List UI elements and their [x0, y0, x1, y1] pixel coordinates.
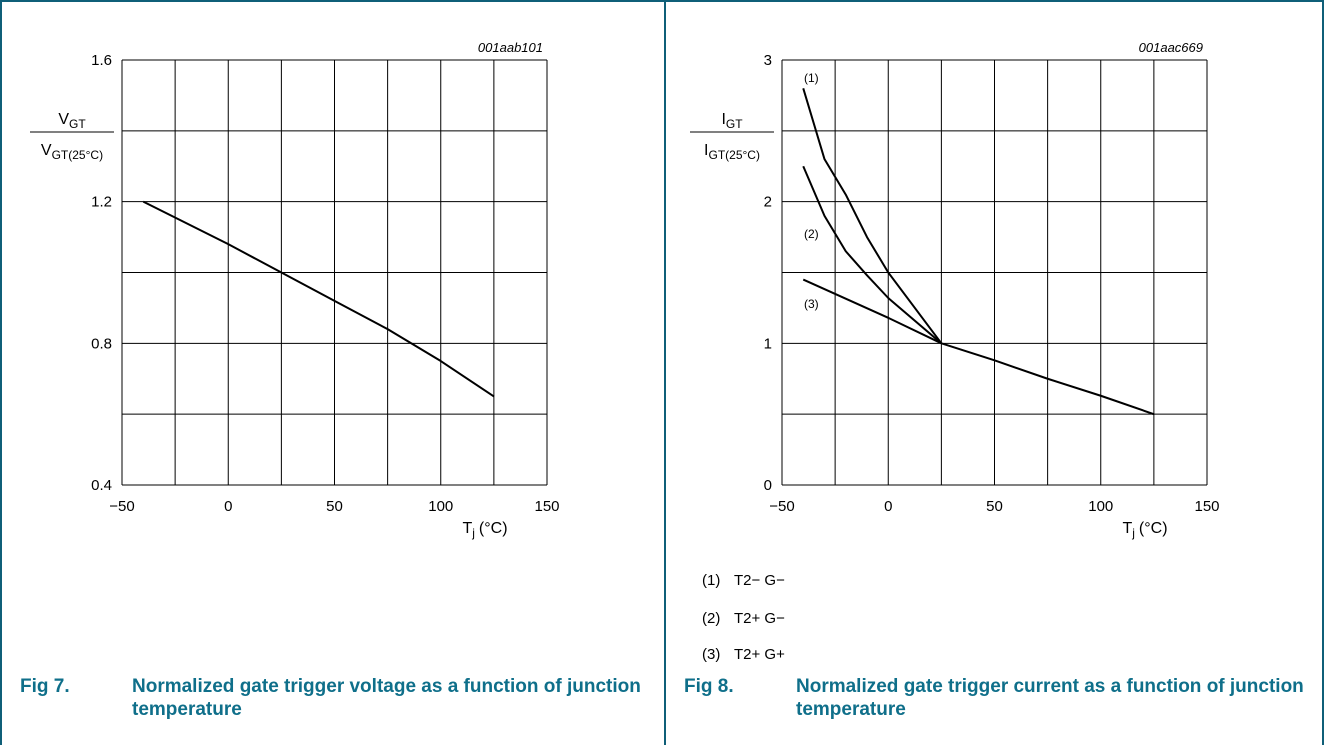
y-tick-label: 1.6	[91, 52, 112, 69]
y-tick-label: 1	[764, 335, 772, 352]
x-axis-label: Tj (°C)	[1122, 520, 1167, 540]
figure-8-title: Normalized gate trigger current as a fun…	[796, 676, 1304, 720]
figure-8-caption: Fig 8. Normalized gate trigger current as…	[684, 675, 1314, 721]
figure-7-panel: −50 0 50 100 150 0.4 0.8 1.2 1.6 001aab101 VGT VGT(…	[0, 0, 664, 745]
figure-8-number: Fig 8.	[684, 676, 734, 697]
panel-divider	[664, 0, 666, 745]
figure-code: 001aac669	[1139, 40, 1203, 55]
grid	[781, 59, 1208, 486]
figure-code: 001aab101	[478, 40, 543, 55]
legend-item-3: (3) T2+ G+	[702, 646, 785, 663]
ylabel-bg	[687, 100, 775, 188]
x-tick-label: 100	[428, 498, 453, 515]
x-tick-label: 150	[1194, 498, 1219, 515]
series-line-2	[802, 165, 943, 345]
legend-text: T2− G−	[734, 572, 785, 589]
series-label-2: (2)	[804, 227, 819, 241]
y-tick-label: 2	[764, 194, 772, 211]
panel-border-top	[0, 0, 664, 2]
y-tick-label: 0.4	[91, 477, 112, 494]
figure-7-caption: Fig 7. Normalized gate trigger voltage as…	[20, 675, 650, 721]
y-axis-label-numerator: VGT	[58, 111, 86, 131]
series-line-1	[802, 88, 943, 344]
x-axis-label: Tj (°C)	[462, 520, 507, 540]
y-axis-label-denominator: IGT(25°C)	[704, 142, 760, 162]
x-tick-label: 0	[224, 498, 232, 515]
x-tick-label: 150	[534, 498, 559, 515]
panel-border-top	[664, 0, 1324, 2]
y-axis-label-denominator: VGT(25°C)	[41, 142, 103, 162]
legend-number: (2)	[702, 610, 721, 627]
series-line-3	[802, 278, 1155, 416]
chart-fig7: −50 0 50 100 150 0.4 0.8 1.2 1.6 001aab101 VGT VGT(…	[27, 40, 560, 540]
x-tick-label: 0	[884, 498, 892, 515]
x-tick-label: −50	[109, 498, 134, 515]
x-tick-label: −50	[769, 498, 794, 515]
figure-8-panel: −50 0 50 100 150 0 1 2 3 001aac669 IGT IGT(25°C) Tj(…	[664, 0, 1324, 745]
y-tick-label: 3	[764, 52, 772, 69]
panel-border-left	[0, 0, 2, 745]
legend-item-2: (2) T2+ G−	[702, 610, 785, 627]
y-tick-label: 1.2	[91, 194, 112, 211]
series-label-3: (3)	[804, 297, 819, 311]
x-tick-label: 50	[986, 498, 1003, 515]
legend-number: (1)	[702, 572, 721, 589]
y-axis-label-numerator: IGT	[721, 111, 743, 131]
grid	[121, 59, 548, 486]
y-tick-label: 0.8	[91, 335, 112, 352]
legend-text: T2+ G−	[734, 610, 785, 627]
series-label-1: (1)	[804, 71, 819, 85]
legend-number: (3)	[702, 646, 721, 663]
legend-item-1: (1) T2− G−	[702, 572, 785, 589]
x-tick-label: 50	[326, 498, 343, 515]
panel-border-right	[1322, 0, 1324, 745]
ylabel-bg	[27, 100, 115, 188]
legend-text: T2+ G+	[734, 646, 785, 663]
figure-7-number: Fig 7.	[20, 676, 70, 697]
series-line-1	[142, 200, 495, 398]
figure-7-title: Normalized gate trigger voltage as a fun…	[132, 676, 641, 720]
x-tick-label: 100	[1088, 498, 1113, 515]
chart-fig8: −50 0 50 100 150 0 1 2 3 001aac669 IGT IGT(25°C) Tj(…	[687, 40, 1220, 540]
y-tick-label: 0	[764, 477, 772, 494]
